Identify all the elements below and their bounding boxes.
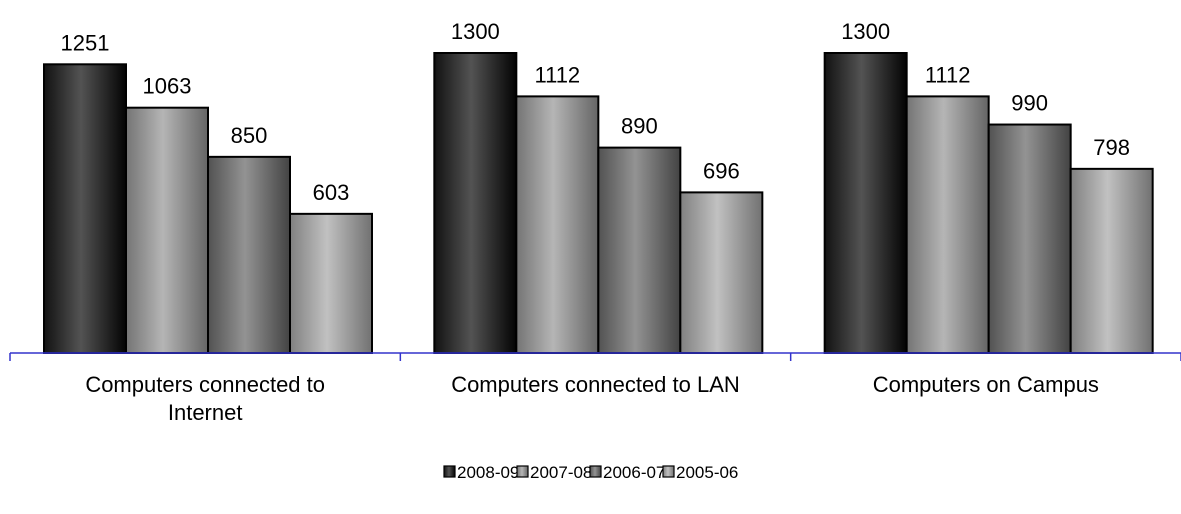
data-label: 798 [1093,135,1130,160]
bar-2006-07-cat-1 [597,146,682,354]
legend-swatch [662,465,675,478]
bar-2007-08-cat-2 [905,95,990,354]
bar-2008-09-cat-2 [823,52,908,354]
legend: 2008-09 2007-08 2006-07 2005-06 [443,463,738,482]
data-label: 1112 [534,62,580,87]
bar-2006-07-cat-2 [987,123,1072,354]
data-label: 1112 [925,62,971,87]
legend-label: 2006-07 [603,463,665,482]
bar-2005-06-cat-0 [289,212,373,354]
bar-2005-06-cat-1 [679,191,764,354]
legend-label: 2005-06 [676,463,738,482]
category-label: Computers connected to Internet [85,372,325,425]
data-label: 1300 [841,19,890,44]
category-label: Computers on Campus [873,372,1099,397]
data-label: 850 [231,123,268,148]
legend-swatch [516,465,529,478]
bar-2007-08-cat-1 [515,95,600,354]
bar-2007-08-cat-0 [125,106,209,354]
data-label: 603 [313,180,350,205]
legend-item: 2008-09 [443,463,519,482]
legend-label: 2007-08 [530,463,592,482]
data-label: 696 [703,158,740,183]
x-axis [9,352,1181,361]
legend-swatch [443,465,456,478]
data-label: 1300 [451,19,500,44]
bar-2008-09-cat-0 [43,63,127,355]
data-label: 890 [621,114,658,139]
legend-item: 2005-06 [662,463,738,482]
data-label: 990 [1011,91,1048,116]
bars-layer [43,52,1154,355]
bar-2008-09-cat-1 [433,52,518,354]
legend-swatch [589,465,602,478]
data-label: 1063 [143,74,192,99]
category-labels: Computers connected to Internet Computers … [85,372,1099,425]
legend-item: 2007-08 [516,463,592,482]
legend-label: 2008-09 [457,463,519,482]
bar-2006-07-cat-0 [207,155,291,354]
legend-item: 2006-07 [589,463,665,482]
bar-2005-06-cat-2 [1069,167,1154,354]
category-label: Computers connected to LAN [451,372,740,397]
data-label: 1251 [61,30,110,55]
value-labels-layer: 1251 1063 850 603 1300 1112 890 696 1300 1112 990 7… [61,19,1131,205]
